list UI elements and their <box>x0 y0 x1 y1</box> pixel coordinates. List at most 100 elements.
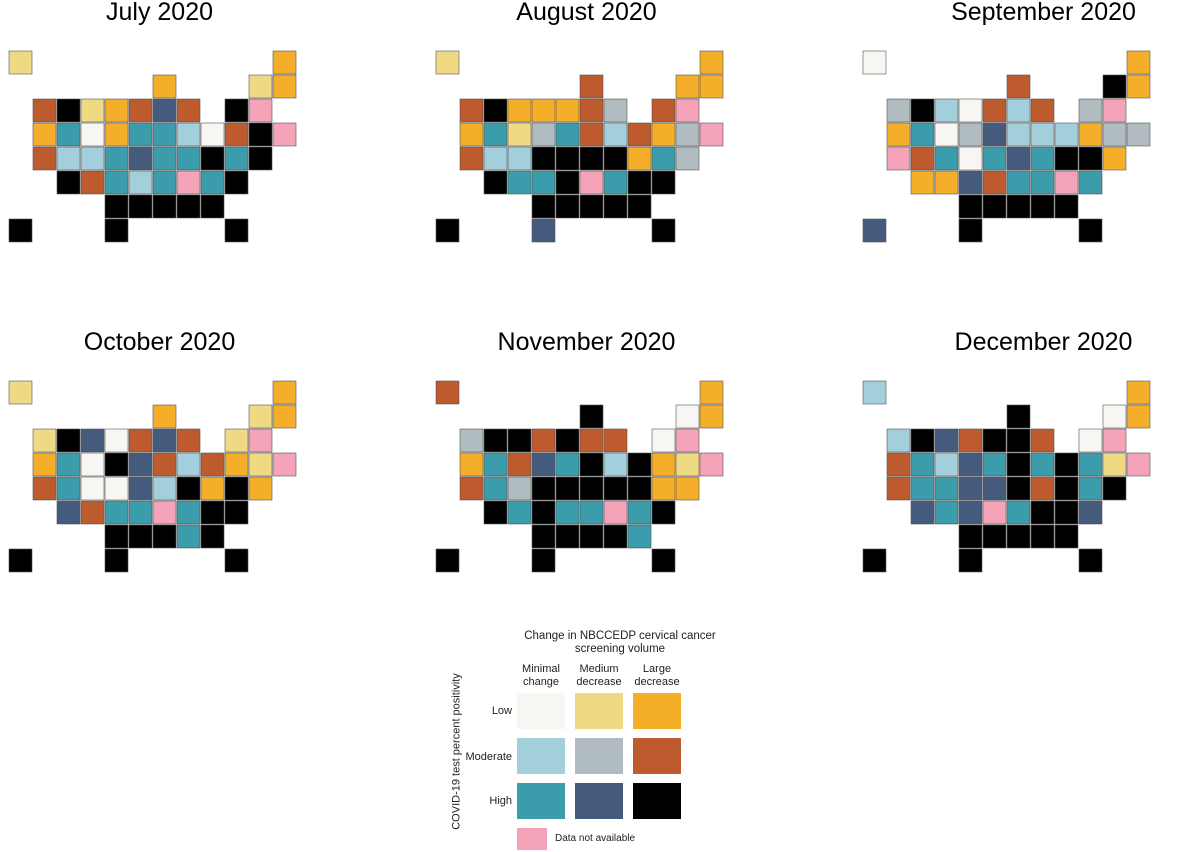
state <box>1006 452 1031 477</box>
state <box>982 146 1007 171</box>
state <box>1006 194 1031 219</box>
state <box>1078 500 1103 525</box>
state <box>958 428 983 453</box>
state <box>910 500 935 525</box>
state <box>272 50 297 75</box>
state <box>675 122 700 147</box>
state <box>1006 170 1031 195</box>
legend-swatch <box>575 783 623 819</box>
state <box>699 122 724 147</box>
state <box>1126 50 1151 75</box>
state <box>934 500 959 525</box>
state <box>1102 74 1127 99</box>
state <box>1102 122 1127 147</box>
state <box>651 452 676 477</box>
state <box>1006 98 1031 123</box>
legend-column: Minimal change <box>522 663 560 688</box>
state <box>675 452 700 477</box>
state <box>248 74 273 99</box>
state <box>603 500 628 525</box>
state <box>603 428 628 453</box>
state <box>200 194 225 219</box>
state <box>603 452 628 477</box>
state <box>651 170 676 195</box>
state <box>699 380 724 405</box>
state <box>507 98 532 123</box>
state <box>80 500 105 525</box>
state <box>128 524 153 549</box>
state <box>104 476 129 501</box>
state <box>531 98 556 123</box>
state <box>224 428 249 453</box>
state <box>934 146 959 171</box>
state <box>8 548 33 573</box>
state <box>579 452 604 477</box>
state <box>128 98 153 123</box>
state <box>958 218 983 243</box>
state <box>248 122 273 147</box>
state <box>56 98 81 123</box>
state <box>1054 524 1079 549</box>
state <box>200 476 225 501</box>
state <box>651 218 676 243</box>
state <box>104 524 129 549</box>
state <box>531 524 556 549</box>
map <box>435 380 724 573</box>
state <box>1054 170 1079 195</box>
state <box>56 146 81 171</box>
state <box>248 98 273 123</box>
legend-row: Low <box>491 705 512 717</box>
state <box>699 452 724 477</box>
state <box>958 146 983 171</box>
state <box>910 98 935 123</box>
state <box>1126 74 1151 99</box>
state <box>1078 122 1103 147</box>
legend-swatch <box>517 738 565 774</box>
state <box>1054 122 1079 147</box>
state <box>152 524 177 549</box>
legend-swatch <box>575 738 623 774</box>
state <box>200 524 225 549</box>
state <box>435 548 460 573</box>
state <box>128 170 153 195</box>
state <box>1078 428 1103 453</box>
state <box>579 194 604 219</box>
legend-swatch <box>517 783 565 819</box>
state <box>555 98 580 123</box>
state <box>982 122 1007 147</box>
legend-swatch <box>633 738 681 774</box>
state <box>152 476 177 501</box>
state <box>176 98 201 123</box>
state <box>982 500 1007 525</box>
state <box>80 476 105 501</box>
state <box>483 452 508 477</box>
state <box>435 380 460 405</box>
map-title: November 2020 <box>497 328 676 356</box>
state <box>32 428 57 453</box>
state <box>176 452 201 477</box>
state <box>1006 500 1031 525</box>
state <box>675 146 700 171</box>
state <box>248 452 273 477</box>
map-title: July 2020 <box>105 0 214 26</box>
state <box>603 476 628 501</box>
state <box>579 170 604 195</box>
state <box>886 476 911 501</box>
state <box>1006 404 1031 429</box>
state <box>958 500 983 525</box>
state <box>128 500 153 525</box>
map <box>862 380 1151 573</box>
state <box>958 476 983 501</box>
legend-row: Moderate <box>465 751 512 763</box>
state <box>675 98 700 123</box>
state <box>1126 404 1151 429</box>
state <box>675 428 700 453</box>
state <box>1078 98 1103 123</box>
state <box>176 524 201 549</box>
state <box>651 548 676 573</box>
state <box>910 452 935 477</box>
state <box>272 452 297 477</box>
state <box>507 170 532 195</box>
state <box>555 476 580 501</box>
